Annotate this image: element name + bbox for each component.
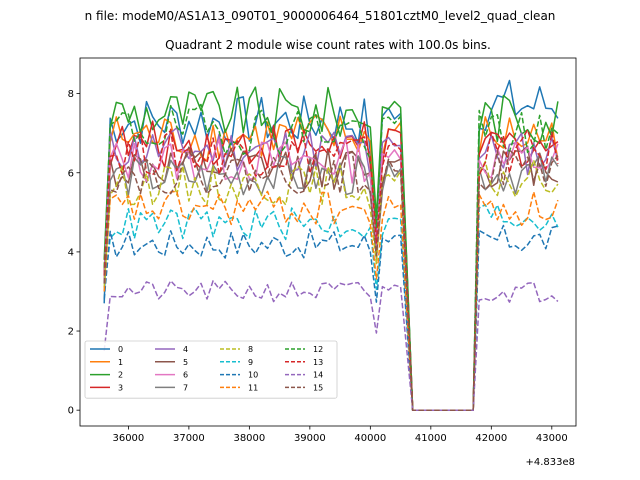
chart-title: Quadrant 2 module wise count rates with … (165, 38, 491, 52)
y-tick-label: 4 (68, 247, 74, 258)
series-line-8 (103, 159, 559, 411)
y-tick-label: 0 (68, 406, 74, 417)
legend-label-3: 3 (118, 383, 123, 392)
legend-label-1: 1 (118, 358, 123, 367)
legend-box (84, 340, 338, 399)
legend-label-5: 5 (183, 358, 188, 367)
legend-label-2: 2 (118, 371, 123, 380)
legend-label-4: 4 (183, 345, 188, 354)
series-line-9 (103, 203, 559, 411)
legend-label-9: 9 (248, 358, 253, 367)
y-tick-label: 6 (68, 168, 74, 179)
legend-label-15: 15 (313, 383, 323, 392)
series-line-15 (103, 149, 559, 411)
legend-label-10: 10 (248, 371, 258, 380)
series-lines (103, 79, 559, 411)
legend-label-14: 14 (313, 371, 323, 380)
x-axis-offset-label: +4.833e8 (525, 457, 575, 468)
x-tick-label: 38000 (233, 433, 265, 444)
figure-suptitle: n file: modeM0/AS1A13_090T01_9000006464_… (85, 9, 556, 23)
series-line-7 (103, 153, 559, 411)
legend-label-7: 7 (183, 383, 188, 392)
legend-label-11: 11 (248, 383, 258, 392)
x-tick-label: 41000 (415, 433, 447, 444)
axes-frame (79, 57, 577, 427)
legend-label-12: 12 (313, 345, 323, 354)
x-tick-label: 42000 (475, 433, 507, 444)
x-tick-label: 40000 (354, 433, 386, 444)
y-tick-label: 2 (68, 327, 74, 338)
legend-label-6: 6 (183, 371, 188, 380)
plot-area: 36000 37000 38000 39000 40000 41000 42000 43000… (68, 57, 577, 444)
legend-label-13: 13 (313, 358, 323, 367)
series-line-3 (103, 120, 559, 411)
series-line-14 (103, 280, 559, 411)
series-line-10 (103, 224, 559, 411)
x-tick-label: 43000 (536, 433, 568, 444)
legend-label-0: 0 (118, 345, 123, 354)
series-line-13 (103, 129, 559, 411)
series-line-12 (103, 103, 559, 411)
x-tick-label: 39000 (294, 433, 326, 444)
y-tick-label: 8 (68, 89, 74, 100)
legend-label-8: 8 (248, 345, 253, 354)
x-tick-label: 37000 (173, 433, 205, 444)
x-tick-label: 36000 (112, 433, 144, 444)
series-line-2 (103, 86, 559, 411)
series-line-11 (103, 190, 559, 411)
